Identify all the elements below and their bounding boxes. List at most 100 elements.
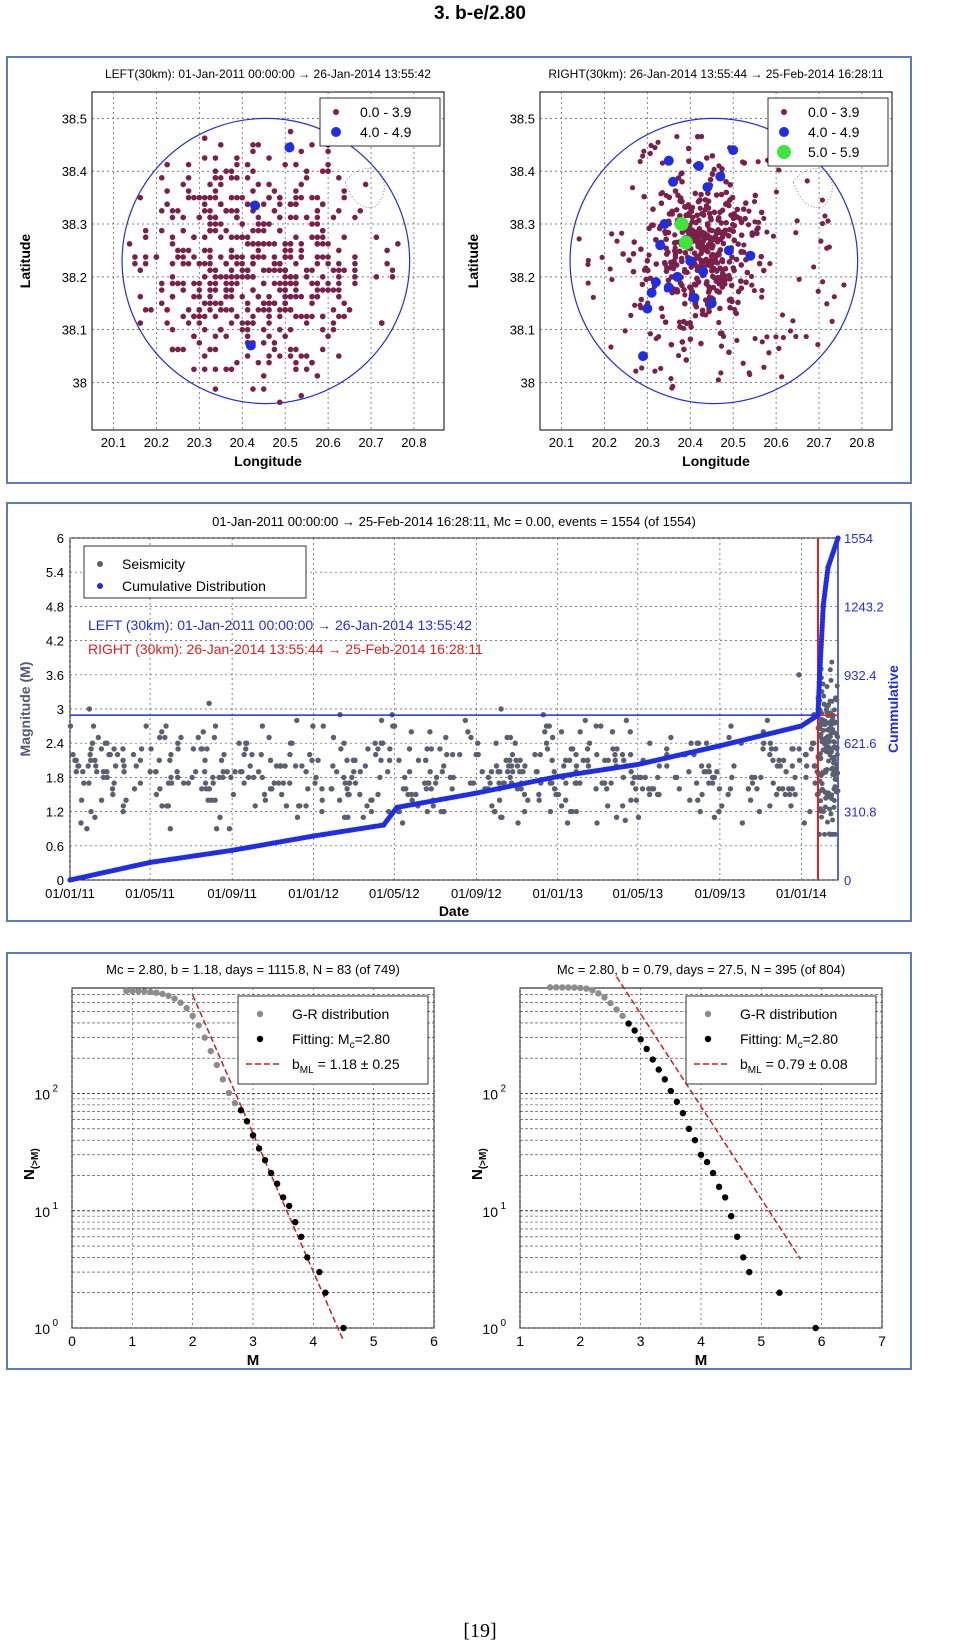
event-point [201,208,208,214]
event-point [694,133,701,140]
event-point [137,293,144,300]
event-point [196,194,203,201]
seismicity-point [789,746,795,752]
event-point [142,234,149,241]
y-tick-label: 0 [57,873,64,888]
event-point [727,304,733,311]
seismicity-point [495,769,501,775]
window-label: RIGHT (30km): 26-Jan-2014 13:55:44 → 25-… [88,641,483,657]
seismicity-point [739,820,746,826]
seismicity-point [686,769,692,775]
gr-point [147,988,154,996]
gr-point [159,990,166,998]
event-point [330,214,337,221]
event-point [271,267,278,274]
fit-point [625,1020,632,1027]
seismicity-point [619,803,626,809]
seismicity-point [372,740,378,746]
seismicity-point [157,786,163,792]
large-event-point [674,217,689,232]
seismicity-point [424,746,430,752]
event-point [576,236,582,242]
event-point [185,320,192,326]
event-point [293,214,299,221]
y-tick-label: 4.8 [46,599,64,614]
seismicity-point [501,780,507,786]
event-point [609,231,615,237]
seismicity-point [824,767,830,773]
event-point [738,232,745,238]
event-point [201,274,208,280]
event-point [303,214,310,221]
seismicity-point [95,734,102,741]
event-point [719,267,725,273]
seismicity-point [515,820,521,826]
event-point [217,201,224,208]
event-point [277,353,283,359]
event-point [234,313,240,320]
seismicity-point [249,751,255,758]
seismicity-point [205,797,211,803]
event-point [325,333,331,340]
seismicity-point [647,740,653,746]
seismicity-point [98,797,105,803]
event-point [779,374,785,380]
event-point [239,254,246,260]
event-point [228,175,235,181]
y-axis-label: Latitude [465,234,481,289]
y-tick-label: 6 [57,531,64,546]
seismicity-point [217,814,223,820]
event-point [585,280,591,286]
x-axis-label: M [247,1352,260,1368]
event-point [689,227,695,233]
seismicity-point [174,769,180,775]
y-tick-exponent: 2 [500,1084,506,1095]
event-point [585,261,591,268]
seismicity-point [604,803,611,809]
seismicity-point [94,769,100,775]
event-point [223,168,229,175]
fit-point [727,1212,735,1220]
event-point [126,241,133,247]
event-point [298,293,305,300]
event-point [341,313,347,320]
event-point [175,254,181,260]
large-event-point [678,235,693,250]
legend-box [319,97,441,147]
x-axis-label: Longitude [234,453,302,469]
event-point [266,353,272,359]
medium-event-point [672,271,683,282]
event-point [196,260,203,267]
seismicity-point [630,780,636,786]
seismicity-point [351,769,357,775]
seismicity-point [627,751,634,758]
seismicity-point [220,774,226,781]
seismicity-point [341,814,348,820]
event-point [641,148,647,154]
event-point [746,370,752,376]
seismicity-point [309,757,315,763]
seismicity-point [549,734,556,741]
legend-box [685,995,877,1085]
fit-point [812,1324,819,1332]
seismicity-point [315,757,321,763]
event-point [223,260,229,267]
event-point [714,288,720,294]
seismicity-point [543,723,550,729]
seismicity-point [346,780,353,786]
event-point [314,287,321,293]
seismicity-point [830,770,836,776]
gr-point [183,1004,190,1012]
y-tick-label: 38 [73,375,87,390]
seismicity-point [408,729,415,735]
seismicity-point [344,757,350,763]
event-point [733,256,740,263]
seismicity-point [783,769,789,775]
seismicity-point [561,763,567,769]
seismicity-point [542,729,548,735]
event-point [293,346,299,353]
event-point [266,181,272,188]
y-tick-exponent: 0 [500,1318,506,1329]
event-point [352,267,358,274]
seismicity-point [259,774,265,781]
